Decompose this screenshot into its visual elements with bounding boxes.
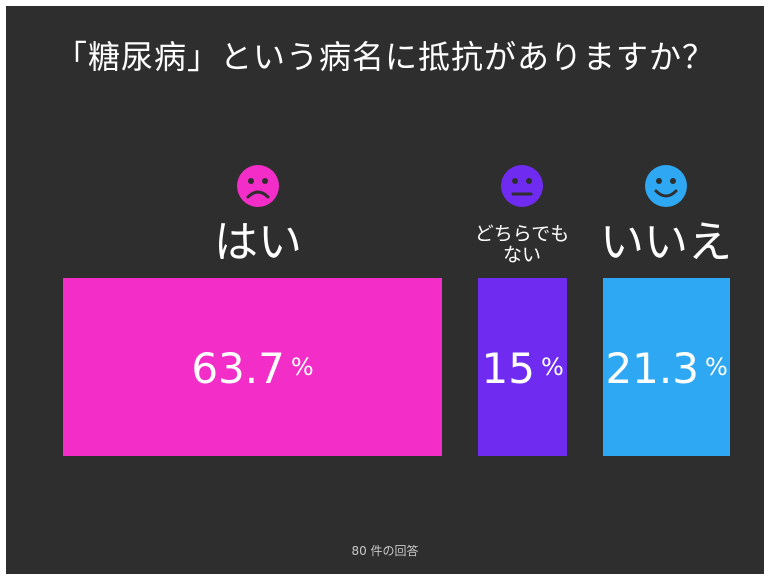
bar-no <box>603 278 730 456</box>
category-label-neutral-line2: ない <box>502 244 541 266</box>
value-number: 15 <box>481 344 535 393</box>
value-label-no: 21.3% <box>583 342 750 394</box>
category-label-neutral-line1: どちらでも <box>474 223 570 245</box>
value-number: 21.3 <box>605 344 699 393</box>
value-unit: % <box>704 353 728 381</box>
slide: 「糖尿病」という病名に抵抗がありますか？ はい どちらでも ない いいえ 63.… <box>6 6 764 574</box>
bar-neutral <box>478 278 568 456</box>
value-label-neutral: 15% <box>458 342 587 394</box>
response-count: 80 件の回答 <box>351 544 419 558</box>
value-label-yes: 63.7% <box>43 342 462 394</box>
category-label-no: いいえ <box>600 217 732 268</box>
chart-title: 「糖尿病」という病名に抵抗がありますか？ <box>54 38 715 76</box>
value-unit: % <box>540 353 564 381</box>
smile-face-icon <box>645 165 687 207</box>
value-unit: % <box>290 353 314 381</box>
value-number: 63.7 <box>191 344 285 393</box>
bar-yes <box>63 278 442 456</box>
category-label-yes: はい <box>214 217 302 268</box>
frown-face-icon <box>237 165 279 207</box>
neutral-face-icon <box>501 165 543 207</box>
